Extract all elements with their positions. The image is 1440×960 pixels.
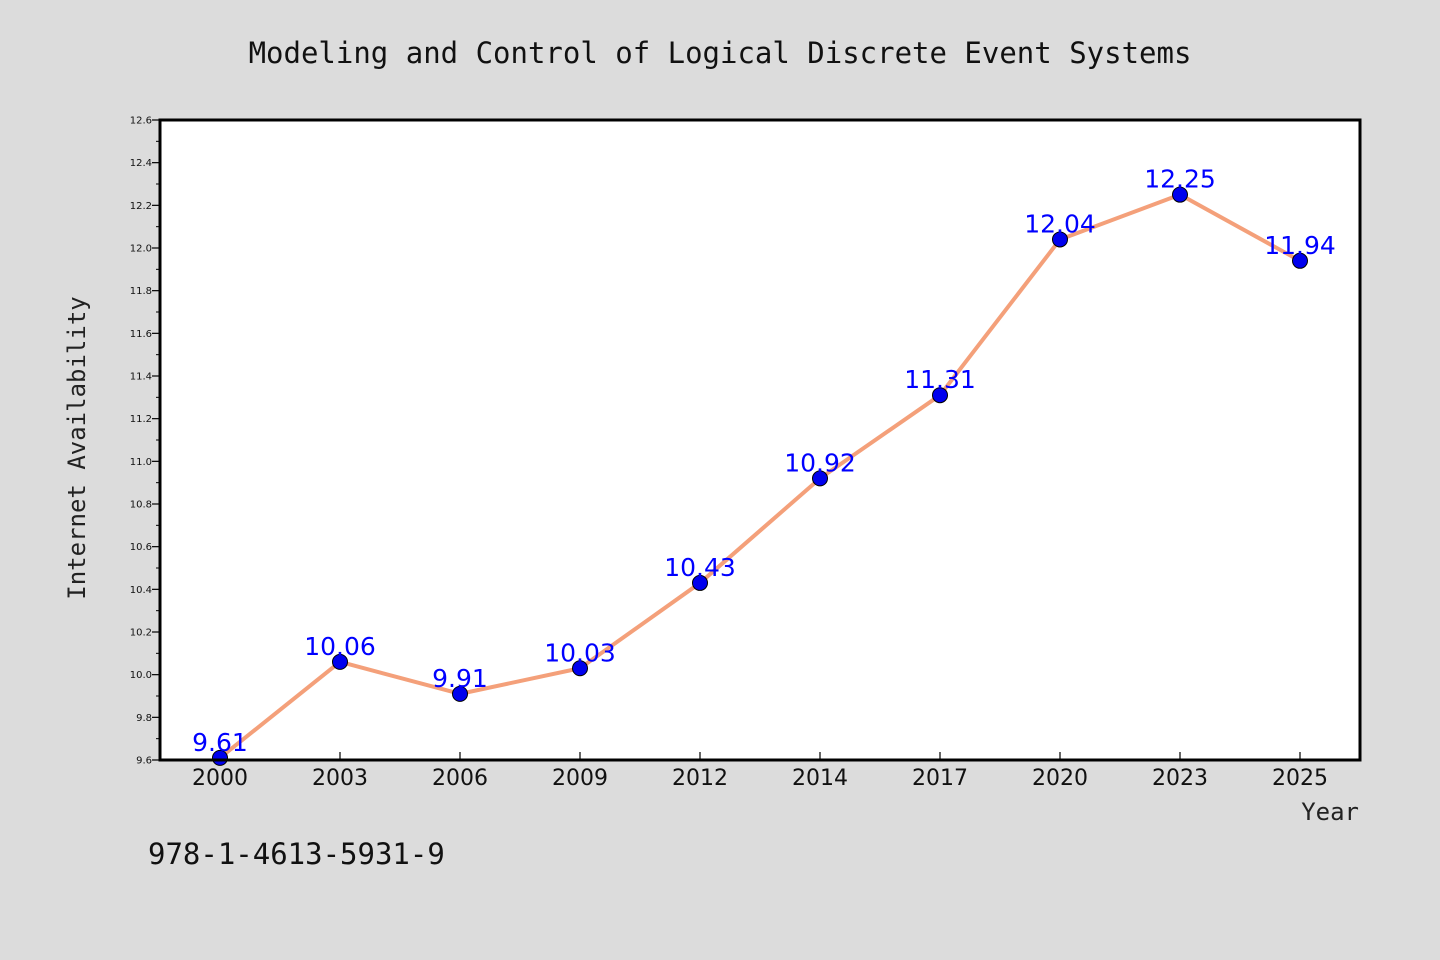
- data-label: 9.91: [432, 664, 488, 693]
- y-tick-label: 10.4: [130, 585, 152, 596]
- y-axis-ticks: 9.6 9.8 10.0 10.2 10.4 10.6 10.8 11.0 11.2 11.4 11…: [130, 116, 160, 767]
- y-tick-label: 10.8: [130, 500, 152, 511]
- plot-frame: [158, 118, 1362, 762]
- y-tick-label: 10.2: [130, 628, 152, 639]
- data-label: 11.31: [904, 365, 976, 394]
- y-tick-label: 10.0: [130, 670, 152, 681]
- data-point: [212, 749, 228, 766]
- y-tick-label: 12.4: [130, 158, 152, 169]
- data-point: [1292, 252, 1308, 269]
- y-tick-label: 12.0: [130, 244, 152, 255]
- data-label: 12.25: [1144, 165, 1216, 194]
- x-tick-label: 2009: [552, 766, 608, 791]
- y-axis-label: Internet Availability: [63, 296, 91, 599]
- series-line: [218, 192, 1301, 760]
- data-point: [332, 653, 348, 670]
- data-point: [572, 660, 588, 677]
- x-tick-label: 2017: [912, 766, 968, 791]
- y-tick-label: 11.4: [130, 372, 152, 383]
- data-label: 11.94: [1264, 231, 1336, 260]
- data-label: 10.92: [784, 448, 856, 477]
- x-tick-label: 2020: [1032, 766, 1088, 791]
- x-tick-label: 2012: [672, 766, 728, 791]
- x-axis-label: Year: [1301, 798, 1359, 826]
- y-tick-label: 9.6: [136, 756, 152, 767]
- data-point: [1052, 231, 1068, 248]
- y-tick-label: 12.2: [130, 201, 152, 212]
- data-point: [692, 574, 708, 591]
- y-tick-label: 11.2: [130, 414, 152, 425]
- data-label: 10.06: [304, 632, 376, 661]
- x-axis-ticks: 2000 2003 2006 2009 2012 2014 2017 2020 2023 2025: [192, 752, 1328, 791]
- data-point: [812, 470, 828, 487]
- chart-title: Modeling and Control of Logical Discrete…: [249, 36, 1192, 70]
- x-tick-label: 2000: [192, 766, 248, 791]
- data-point: [452, 685, 468, 702]
- series-markers: [212, 186, 1308, 766]
- data-point: [932, 387, 948, 404]
- data-point: [1172, 186, 1188, 203]
- plot-area: [160, 120, 1360, 760]
- y-tick-label: 10.6: [130, 542, 152, 553]
- x-tick-label: 2025: [1272, 766, 1328, 791]
- x-tick-label: 2014: [792, 766, 848, 791]
- y-tick-label: 11.0: [130, 457, 152, 468]
- y-tick-label: 12.6: [130, 116, 152, 127]
- isbn-text: 978-1-4613-5931-9: [148, 837, 445, 871]
- y-tick-label: 11.6: [130, 329, 152, 340]
- data-label: 12.04: [1024, 209, 1096, 238]
- data-label: 10.43: [664, 553, 736, 582]
- x-tick-label: 2003: [312, 766, 368, 791]
- data-label: 10.03: [544, 638, 616, 667]
- y-tick-label: 9.8: [136, 713, 152, 724]
- y-tick-label: 11.8: [130, 286, 152, 297]
- data-labels: 9.61 10.06 9.91 10.03 10.43 10.92 11.31 12.04 12…: [192, 165, 1336, 757]
- data-label: 9.61: [192, 728, 248, 757]
- x-tick-label: 2006: [432, 766, 488, 791]
- x-tick-label: 2023: [1152, 766, 1208, 791]
